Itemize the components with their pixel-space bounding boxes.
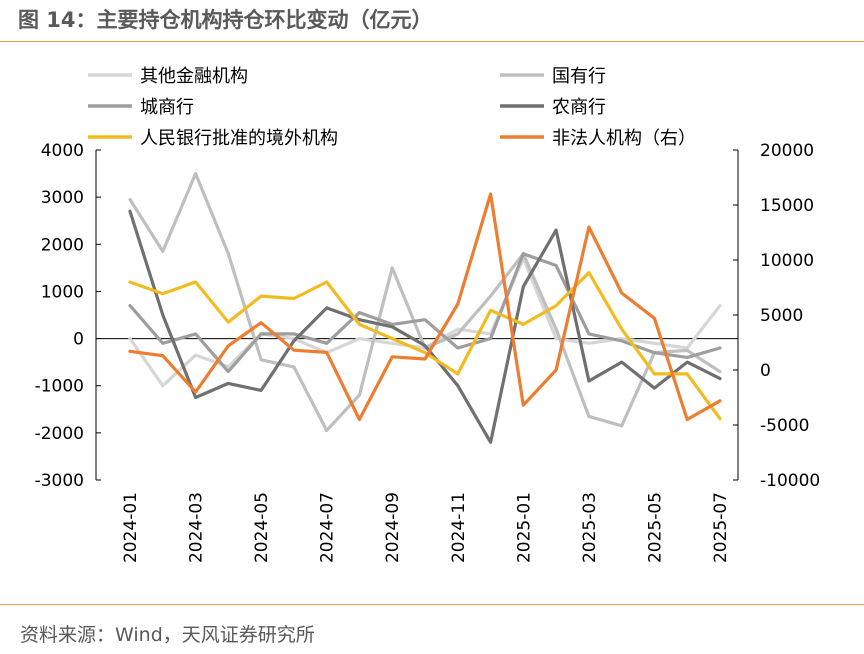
axes: 40003000200010000-1000-2000-300020000150… — [35, 141, 821, 563]
x-axis-tick-label: 2024-01 — [121, 492, 141, 563]
legend-label: 非法人机构（右） — [552, 128, 696, 149]
series-lines — [128, 172, 722, 444]
left-axis-tick-label: 4000 — [41, 141, 84, 161]
right-axis-tick-label: 5000 — [760, 306, 803, 326]
x-axis-tick-label: 2024-09 — [383, 492, 403, 563]
x-axis-tick-label: 2025-01 — [514, 492, 534, 563]
left-axis-tick-label: -2000 — [35, 424, 84, 444]
x-axis-tick-label: 2024-05 — [252, 492, 272, 563]
chart-title: 图 14：主要持仓机构持仓环比变动（亿元） — [18, 8, 433, 32]
right-axis-tick-label: 15000 — [760, 196, 814, 216]
left-axis-tick-label: -3000 — [35, 471, 84, 491]
series-line — [128, 271, 722, 421]
legend-label: 农商行 — [552, 97, 606, 118]
series-line — [128, 252, 722, 374]
x-axis-tick-label: 2025-03 — [580, 492, 600, 563]
legend-label: 其他金融机构 — [140, 66, 248, 87]
source-divider — [0, 604, 864, 605]
series-line — [128, 192, 722, 422]
source-note: 资料来源：Wind，天风证券研究所 — [20, 624, 315, 646]
x-axis-tick-label: 2024-11 — [449, 492, 469, 563]
left-axis-tick-label: 3000 — [41, 188, 84, 208]
left-axis-tick-label: -1000 — [35, 377, 84, 397]
right-axis-tick-label: -10000 — [760, 471, 820, 491]
legend-label: 国有行 — [552, 66, 606, 87]
series-line — [128, 256, 722, 388]
x-axis-tick-label: 2024-07 — [318, 492, 338, 563]
title-divider — [0, 41, 864, 42]
x-axis-tick-label: 2025-05 — [645, 492, 665, 563]
series-line — [128, 209, 722, 444]
right-axis-tick-label: 10000 — [760, 251, 814, 271]
right-axis-tick-label: 0 — [760, 361, 771, 381]
left-axis-tick-label: 0 — [73, 330, 84, 350]
x-axis-tick-label: 2024-03 — [187, 492, 207, 563]
left-axis-tick-label: 1000 — [41, 282, 84, 302]
left-axis-tick-label: 2000 — [41, 235, 84, 255]
right-axis-tick-label: -5000 — [760, 416, 809, 436]
legend-label: 人民银行批准的境外机构 — [140, 128, 338, 149]
legend-label: 城商行 — [140, 97, 194, 118]
right-axis-tick-label: 20000 — [760, 141, 814, 161]
x-axis-tick-label: 2025-07 — [711, 492, 731, 563]
